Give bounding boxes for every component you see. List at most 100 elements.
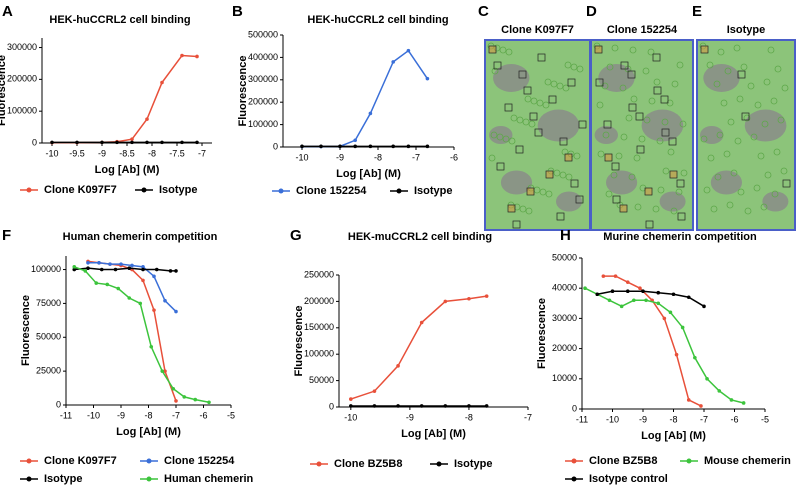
cell bbox=[657, 186, 665, 194]
cell bbox=[539, 188, 547, 196]
detection-box bbox=[523, 86, 532, 95]
cell bbox=[730, 169, 738, 177]
data-point bbox=[625, 289, 630, 294]
detection-box bbox=[575, 195, 584, 204]
data-point bbox=[207, 400, 211, 405]
data-point bbox=[72, 267, 77, 272]
data-point bbox=[86, 260, 90, 265]
cell bbox=[757, 152, 765, 160]
x-tick-label: -9 bbox=[406, 412, 414, 422]
y-axis-label: Fluorescence bbox=[20, 295, 32, 366]
cell-gap bbox=[703, 64, 740, 92]
data-point bbox=[671, 292, 676, 297]
x-tick-label: -8 bbox=[144, 410, 152, 420]
x-tick-label: -11 bbox=[576, 414, 588, 424]
data-point bbox=[349, 397, 353, 401]
y-tick-label: 0 bbox=[572, 403, 577, 413]
data-point bbox=[338, 144, 342, 149]
data-point bbox=[160, 140, 164, 145]
x-tick-label: -11 bbox=[60, 410, 72, 420]
x-tick-label: -7 bbox=[524, 412, 532, 422]
cell-gap bbox=[700, 126, 724, 144]
cell bbox=[767, 46, 775, 54]
detection-box bbox=[515, 145, 524, 154]
x-tick-label: -6 bbox=[199, 410, 207, 420]
detection-box bbox=[518, 70, 527, 79]
cell bbox=[620, 133, 628, 141]
cell bbox=[734, 137, 742, 145]
detection-box bbox=[493, 61, 502, 70]
data-point bbox=[100, 140, 104, 145]
legend-marker bbox=[146, 458, 152, 464]
data-point bbox=[50, 140, 54, 145]
legend-marker bbox=[26, 458, 32, 464]
chart-title: Murine chemerin competition bbox=[603, 231, 757, 243]
detection-box bbox=[636, 145, 645, 154]
detection-box bbox=[559, 137, 568, 146]
data-point bbox=[163, 298, 167, 303]
cell bbox=[747, 82, 755, 90]
cell bbox=[707, 154, 715, 162]
detection-box bbox=[652, 53, 661, 62]
cell bbox=[545, 190, 553, 198]
cell bbox=[733, 44, 741, 52]
data-point bbox=[174, 399, 178, 403]
cell bbox=[753, 184, 761, 192]
cell bbox=[737, 188, 745, 196]
panel-label: C bbox=[478, 3, 489, 20]
legend-label: Isotype bbox=[159, 184, 198, 196]
data-point bbox=[702, 304, 706, 309]
cell bbox=[491, 67, 499, 75]
data-point bbox=[583, 286, 587, 291]
detection-box bbox=[504, 103, 513, 112]
cell bbox=[780, 167, 788, 175]
y-tick-label: 0 bbox=[56, 399, 61, 409]
cell bbox=[781, 84, 789, 92]
cell bbox=[602, 131, 610, 139]
data-point bbox=[108, 262, 112, 266]
data-point bbox=[113, 267, 118, 272]
detection-box bbox=[661, 128, 670, 137]
detection-box bbox=[635, 112, 644, 121]
x-tick-label: -8 bbox=[374, 152, 382, 162]
data-point bbox=[127, 266, 132, 270]
panel-label: F bbox=[2, 227, 11, 244]
data-point bbox=[195, 140, 199, 145]
x-tick-label: -10 bbox=[87, 410, 100, 420]
data-point bbox=[94, 281, 99, 285]
chart-title: HEK-huCCRL2 cell binding bbox=[49, 14, 190, 26]
cell bbox=[576, 65, 584, 73]
x-axis-label: Log [Ab] (M) bbox=[116, 426, 181, 438]
y-tick-label: 200000 bbox=[248, 97, 278, 107]
x-tick-label: -9 bbox=[336, 152, 344, 162]
y-tick-label: 50000 bbox=[309, 375, 334, 385]
x-tick-label: -8.5 bbox=[119, 148, 135, 158]
data-point bbox=[171, 386, 176, 391]
data-point bbox=[368, 144, 373, 149]
panel-label: E bbox=[692, 3, 702, 20]
series-line bbox=[603, 275, 702, 407]
x-tick-label: -10 bbox=[344, 412, 357, 422]
data-point bbox=[443, 404, 448, 408]
cell bbox=[647, 48, 655, 56]
detection-box bbox=[668, 137, 677, 146]
data-point bbox=[680, 325, 685, 330]
data-point bbox=[443, 299, 448, 304]
cell bbox=[726, 201, 734, 209]
y-tick-label: 150000 bbox=[304, 322, 334, 332]
y-tick-label: 50000 bbox=[552, 252, 577, 262]
data-point bbox=[83, 269, 88, 273]
detection-box bbox=[594, 45, 603, 54]
cell bbox=[525, 207, 533, 215]
data-point bbox=[86, 266, 90, 270]
cell bbox=[667, 148, 675, 156]
detection-box bbox=[567, 78, 576, 87]
data-point bbox=[353, 144, 358, 149]
cell bbox=[630, 95, 638, 103]
cell bbox=[499, 46, 507, 54]
data-point bbox=[145, 117, 149, 121]
cell bbox=[573, 152, 581, 160]
cell bbox=[724, 67, 732, 75]
legend-label: Isotype bbox=[454, 458, 493, 470]
